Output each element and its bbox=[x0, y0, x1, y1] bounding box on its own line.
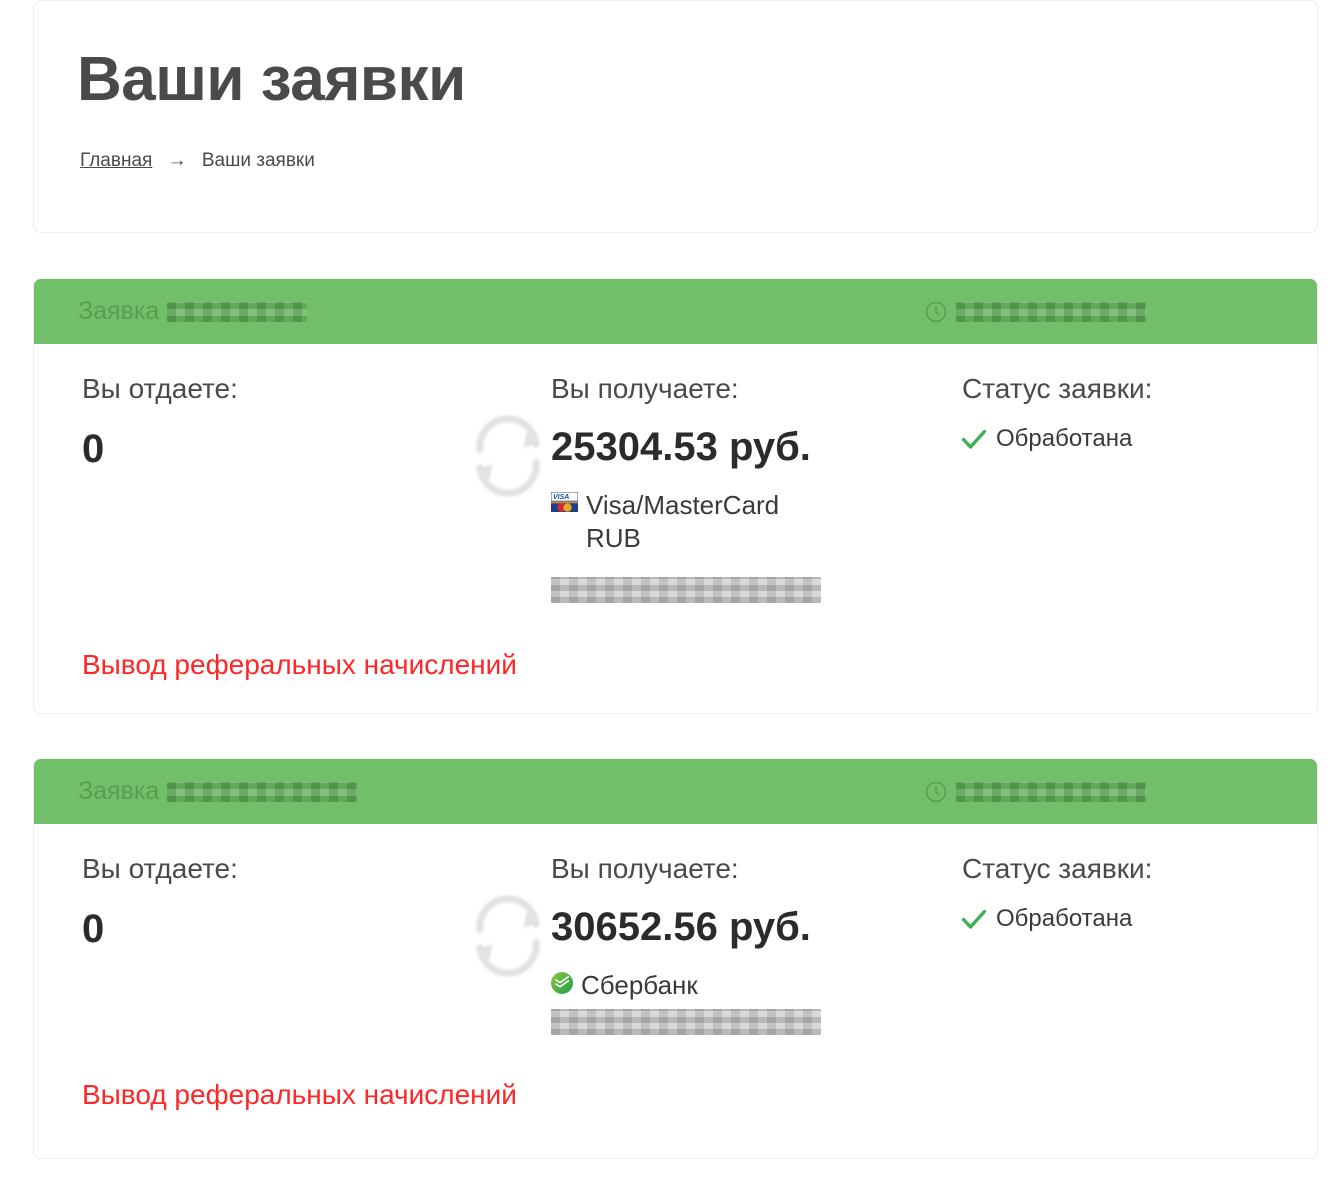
svg-text:VISA: VISA bbox=[553, 494, 569, 501]
